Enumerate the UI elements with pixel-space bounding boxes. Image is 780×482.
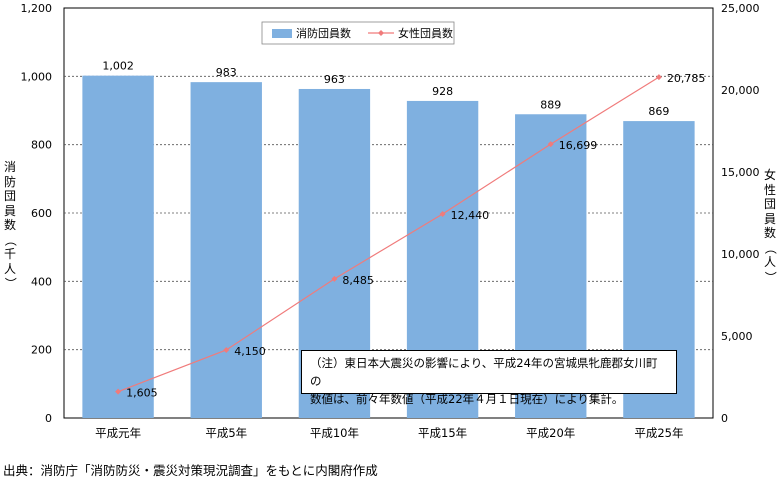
bar-value-label: 889 (540, 98, 561, 111)
x-tick-label: 平成5年 (205, 426, 247, 440)
y-right-tick-label: 5,000 (721, 330, 753, 343)
bar (190, 82, 262, 419)
y-left-tick-label: 400 (31, 275, 52, 288)
line-value-label: 12,440 (451, 209, 490, 222)
bar-value-label: 1,002 (102, 60, 134, 73)
y-right-tick-label: 15,000 (721, 166, 760, 179)
legend-box (261, 21, 455, 45)
bar-value-label: 963 (324, 73, 345, 86)
line-point (439, 210, 446, 217)
note-box: （注）東日本大震災の影響により、平成24年の宮城県牝鹿郡女川町の 数値は、前々年… (301, 350, 677, 406)
y-right-tick-label: 20,000 (721, 84, 760, 97)
bar (82, 75, 154, 419)
bar-value-label: 983 (216, 66, 237, 79)
y-left-tick-label: 0 (45, 412, 52, 425)
y-right-tick-label: 25,000 (721, 2, 760, 15)
line-value-label: 8,485 (342, 274, 374, 287)
line-point (655, 74, 662, 81)
note-line-2: 数値は、前々年数値（平成22年４月１日現在）により集計。 (310, 392, 624, 406)
x-tick-label: 平成元年 (95, 426, 141, 440)
legend-bar-label: 消防団員数 (296, 26, 351, 40)
y-right-tick-label: 10,000 (721, 248, 760, 261)
y-axis-right-label: 女性団員数（人） (763, 168, 778, 283)
line-value-label: 20,785 (667, 72, 706, 85)
line-value-label: 16,699 (559, 139, 598, 152)
y-left-tick-label: 1,000 (21, 70, 53, 83)
y-left-tick-label: 1,200 (21, 2, 53, 15)
bar-value-label: 928 (432, 85, 453, 98)
x-tick-label: 平成25年 (634, 426, 683, 440)
line-point (547, 141, 554, 148)
y-left-tick-label: 800 (31, 139, 52, 152)
y-left-tick-label: 600 (31, 207, 52, 220)
y-right-tick-label: 0 (721, 412, 728, 425)
legend-line-marker (378, 30, 384, 36)
line-point (223, 346, 230, 353)
line-point (115, 388, 122, 395)
x-tick-label: 平成15年 (418, 426, 467, 440)
bar-value-label: 869 (648, 105, 669, 118)
line-value-label: 4,150 (234, 345, 266, 358)
line-series (117, 76, 660, 393)
y-left-tick-label: 200 (31, 344, 52, 357)
line-value-label: 1,605 (126, 387, 158, 400)
y-axis-left-label: 消防団員数（千人） (3, 160, 18, 290)
line-point (331, 275, 338, 282)
x-tick-label: 平成10年 (310, 426, 359, 440)
x-tick-label: 平成20年 (526, 426, 575, 440)
source-text: 出典：消防庁「消防防災・震災対策現況調査」をもとに内閣府作成 (3, 463, 378, 478)
note-line-1: （注）東日本大震災の影響により、平成24年の宮城県牝鹿郡女川町の (310, 356, 658, 388)
legend-bar-swatch (272, 29, 292, 38)
legend-line-label: 女性団員数 (398, 26, 453, 40)
